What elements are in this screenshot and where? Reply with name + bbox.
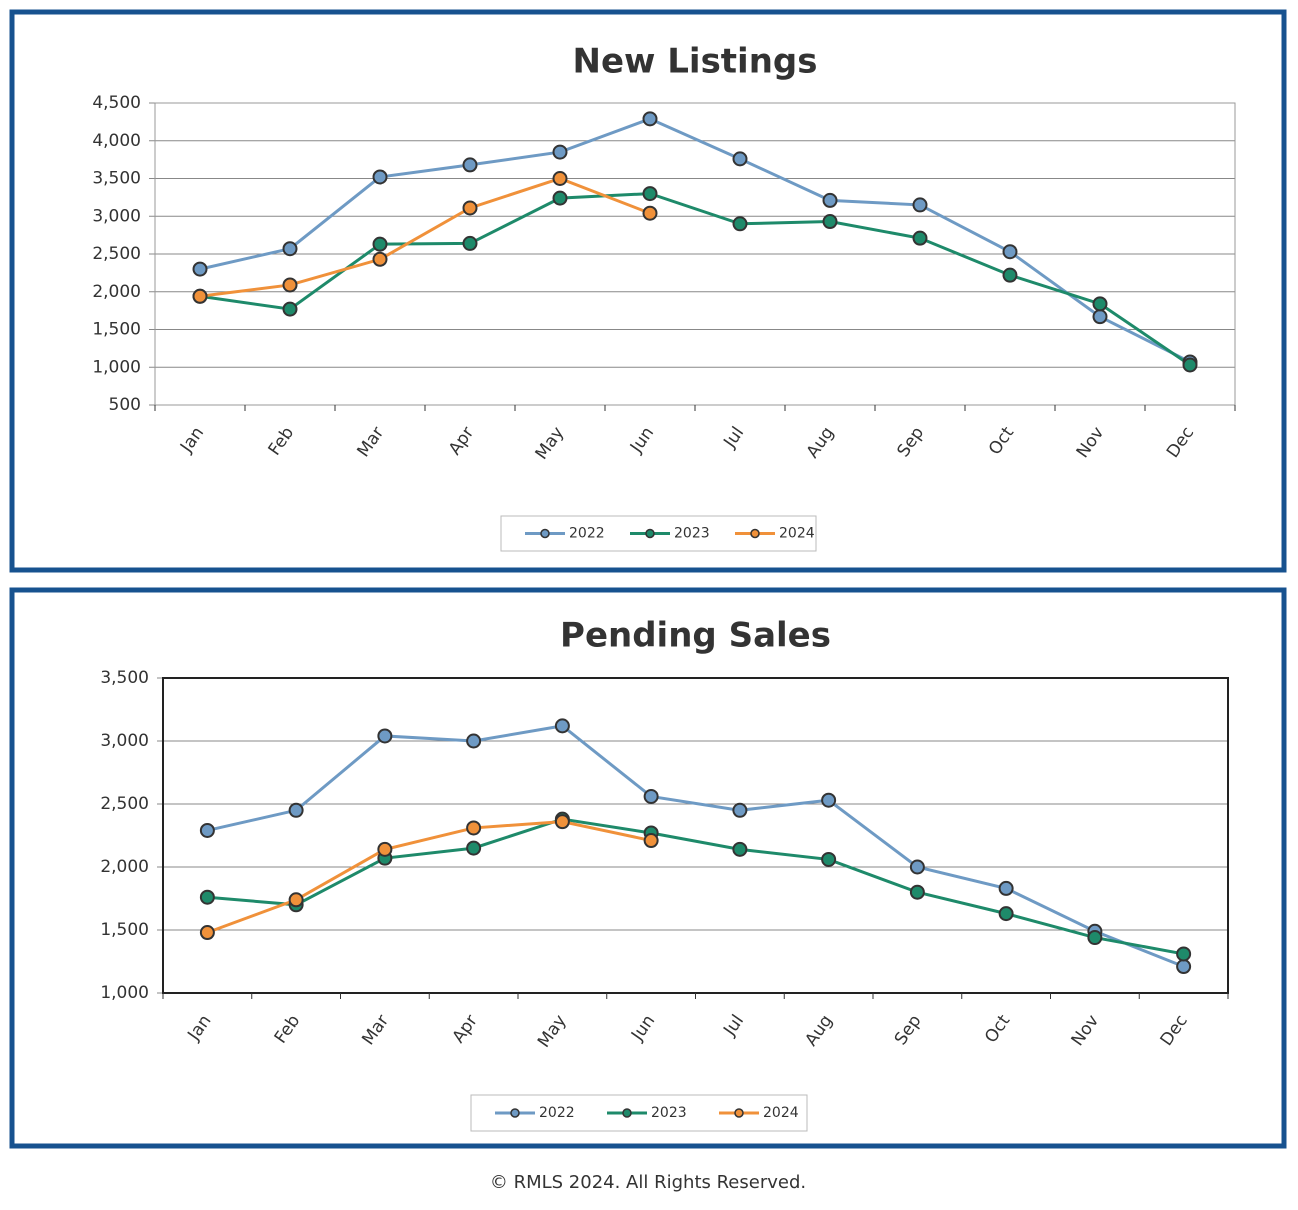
point	[372, 169, 388, 185]
point	[372, 236, 388, 252]
point	[1002, 244, 1018, 260]
point	[998, 880, 1014, 896]
y-tick-label: 4,500	[92, 93, 141, 113]
point	[377, 841, 393, 857]
series-line	[207, 724, 1185, 968]
point	[822, 192, 838, 208]
series-line	[199, 192, 1191, 367]
point	[1092, 296, 1108, 312]
point	[732, 216, 748, 232]
y-tick-label: 1,000	[92, 357, 141, 377]
y-tick-label: 2,000	[100, 857, 149, 877]
legend-marker	[645, 528, 655, 539]
y-tick-label: 1,000	[100, 983, 149, 1003]
legend-marker	[622, 1108, 632, 1118]
legend-marker	[510, 1108, 520, 1118]
point	[909, 884, 925, 900]
point	[821, 792, 837, 808]
point	[1087, 930, 1103, 946]
y-tick-label: 3,500	[92, 169, 141, 189]
point	[288, 892, 304, 908]
point	[552, 144, 568, 160]
point	[554, 718, 570, 734]
y-tick-label: 3,000	[100, 731, 149, 751]
point	[466, 840, 482, 856]
series-line	[199, 176, 651, 298]
legend-label: 2024	[779, 526, 815, 542]
y-tick-label: 4,000	[92, 131, 141, 151]
point	[1176, 946, 1192, 962]
point	[642, 186, 658, 202]
panel	[9, 587, 1287, 1149]
point	[642, 111, 658, 127]
series-line	[206, 820, 652, 934]
point	[282, 277, 298, 293]
y-tick-label: 500	[109, 395, 141, 415]
y-tick-label: 1,500	[100, 920, 149, 940]
point	[732, 841, 748, 857]
legend-marker	[750, 528, 760, 539]
point	[1182, 357, 1198, 373]
point	[1176, 959, 1192, 975]
point	[643, 788, 659, 804]
point	[199, 889, 215, 905]
y-tick-label: 3,500	[100, 668, 149, 688]
point	[552, 171, 568, 186]
point	[732, 151, 748, 167]
legend-label: 2023	[674, 526, 710, 542]
point	[377, 728, 393, 744]
point	[466, 733, 482, 749]
point	[909, 859, 925, 875]
point	[552, 190, 568, 206]
point	[462, 157, 478, 173]
y-tick-label: 3,000	[92, 206, 141, 226]
y-tick-label: 1,500	[92, 320, 141, 340]
point	[199, 822, 215, 838]
y-tick-label: 2,500	[92, 244, 141, 264]
point	[192, 261, 208, 277]
legend-marker	[734, 1108, 744, 1118]
legend-label: 2024	[763, 1105, 799, 1121]
legend-marker	[540, 528, 550, 539]
point	[466, 820, 482, 836]
point	[462, 235, 478, 251]
chart-title: New Listings	[572, 42, 817, 82]
point	[282, 301, 298, 317]
point	[642, 205, 658, 221]
series-line	[199, 117, 1191, 364]
point	[372, 251, 388, 267]
legend-label: 2022	[539, 1105, 575, 1121]
point	[462, 200, 478, 216]
point	[912, 197, 928, 213]
point	[1092, 309, 1108, 325]
legend-label: 2022	[569, 526, 605, 542]
point	[822, 214, 838, 230]
point	[288, 802, 304, 818]
legend-label: 2023	[651, 1105, 687, 1121]
point	[1002, 267, 1018, 283]
footer: © RMLS 2024. All Rights Reserved.	[490, 1172, 806, 1193]
panel	[9, 9, 1287, 573]
point	[282, 241, 298, 257]
point	[912, 230, 928, 246]
point	[998, 906, 1014, 922]
point	[192, 288, 208, 304]
chart-title: Pending Sales	[560, 616, 831, 656]
y-tick-label: 2,000	[92, 282, 141, 302]
point	[643, 833, 659, 849]
series-line	[207, 817, 1184, 956]
point	[732, 802, 748, 818]
point	[821, 851, 837, 867]
y-tick-label: 2,500	[100, 794, 149, 814]
point	[199, 925, 215, 941]
point	[554, 814, 570, 830]
